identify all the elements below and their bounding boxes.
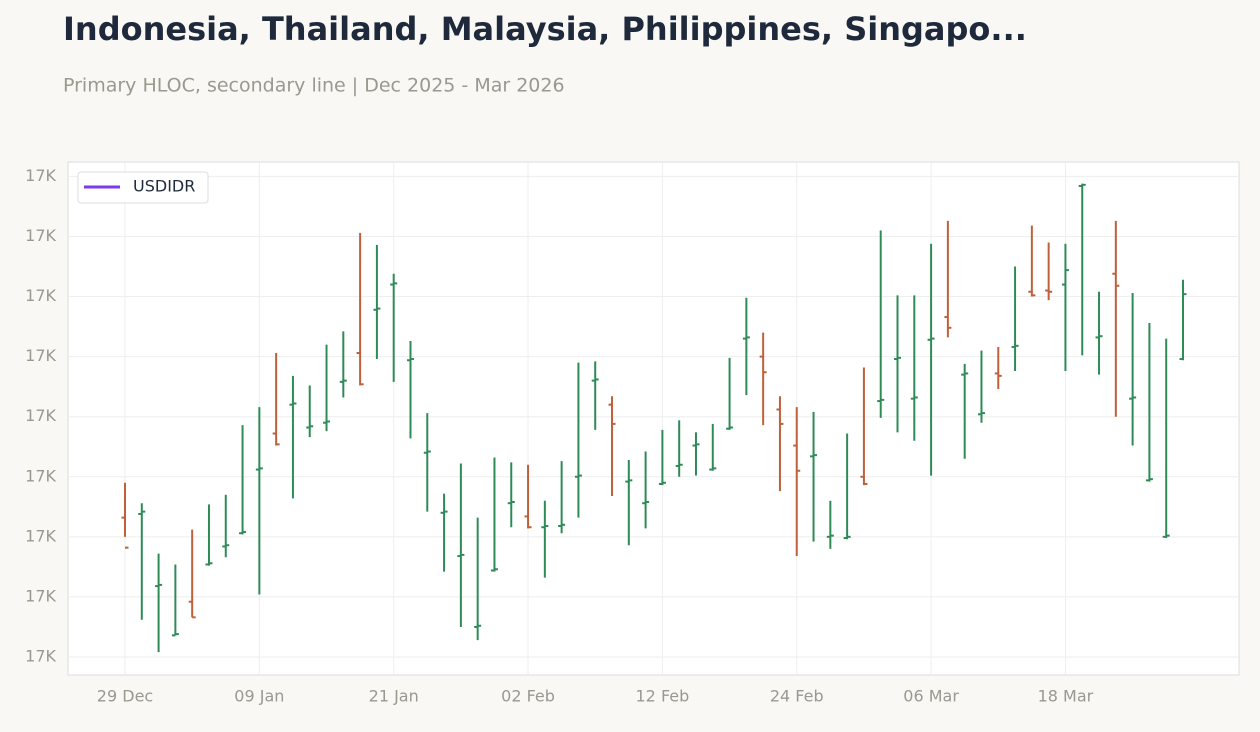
y-tick-label: 17K: [25, 646, 56, 665]
legend-label: USDIDR: [133, 177, 195, 196]
x-tick-label: 09 Jan: [234, 687, 284, 706]
x-tick-label: 21 Jan: [369, 687, 419, 706]
y-tick-label: 17K: [25, 286, 56, 305]
chart-title: Indonesia, Thailand, Malaysia, Philippin…: [63, 10, 1027, 48]
x-tick-label: 02 Feb: [501, 687, 555, 706]
x-tick-label: 29 Dec: [97, 687, 153, 706]
legend: USDIDR: [77, 171, 209, 204]
x-tick-label: 18 Mar: [1038, 687, 1094, 706]
x-tick-label: 06 Mar: [903, 687, 959, 706]
y-tick-label: 17K: [25, 226, 56, 245]
marks: [121, 183, 1187, 653]
x-tick-label: 12 Feb: [636, 687, 690, 706]
x-tick-label: 24 Feb: [770, 687, 824, 706]
y-tick-label: 17K: [25, 466, 56, 485]
y-tick-label: 17K: [25, 586, 56, 605]
y-tick-label: 17K: [25, 406, 56, 425]
chart-subtitle: Primary HLOC, secondary line | Dec 2025 …: [63, 75, 565, 97]
y-tick-label: 17K: [25, 526, 56, 545]
legend-box: [77, 171, 209, 204]
y-tick-label: 17K: [25, 346, 56, 365]
plot-area: [67, 161, 1240, 676]
y-tick-label: 17K: [25, 166, 56, 185]
